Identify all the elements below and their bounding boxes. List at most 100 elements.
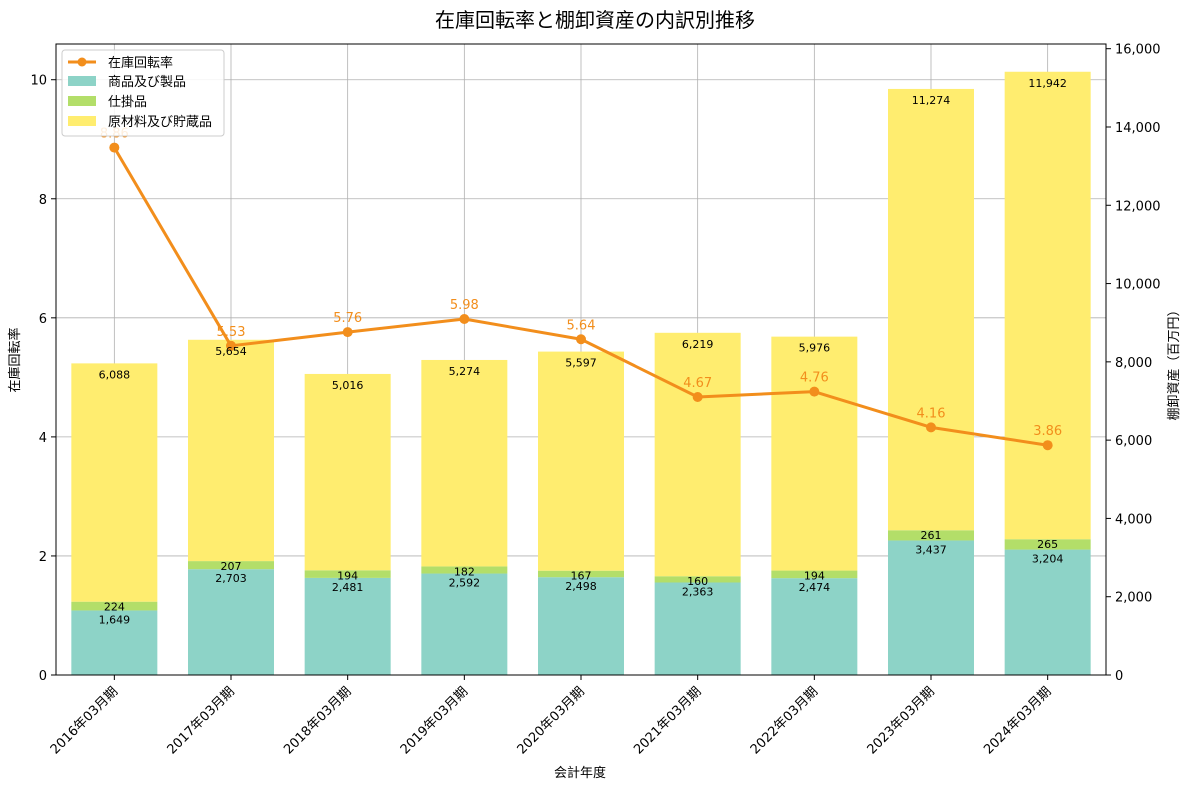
- bar-value-label: 3,204: [1032, 553, 1064, 566]
- bar-segment: [771, 570, 858, 579]
- bar-value-label: 2,363: [682, 586, 714, 599]
- bar-value-label: 6,088: [99, 368, 131, 381]
- y-right-tick-label: 10,000: [1115, 278, 1161, 293]
- bar-segment: [421, 359, 508, 567]
- bar-segment: [304, 373, 391, 571]
- bar-segment: [654, 332, 741, 577]
- bar-value-label: 5,016: [332, 379, 364, 392]
- y-right-tick-label: 12,000: [1115, 199, 1161, 214]
- bar-value-label: 2,703: [215, 572, 247, 585]
- bar-segment: [654, 582, 741, 675]
- legend-label-products: 商品及び製品: [108, 75, 186, 90]
- turnover-point: [226, 340, 236, 351]
- bar-value-label: 2,481: [332, 581, 364, 594]
- x-tick-label: 2021年03月期: [631, 684, 704, 757]
- x-tick-label: 2023年03月期: [865, 684, 938, 757]
- turnover-value-label: 4.16: [917, 406, 946, 421]
- bars: [71, 71, 1091, 675]
- turnover-value-label: 5.98: [450, 298, 479, 313]
- y-left-tick-label: 8: [39, 193, 47, 208]
- turnover-point: [809, 386, 820, 397]
- turnover-value-label: 5.64: [567, 318, 596, 333]
- bar-value-label: 194: [337, 569, 358, 582]
- y-right-tick-label: 8,000: [1115, 356, 1152, 371]
- turnover-point: [342, 327, 353, 338]
- legend-label-wip: 仕掛品: [108, 95, 147, 110]
- bar-value-label: 2,474: [799, 581, 831, 594]
- bar-segment: [71, 363, 158, 602]
- bar-value-label: 6,219: [682, 338, 714, 351]
- bar-value-label: 3,437: [915, 543, 947, 556]
- turnover-point: [576, 334, 586, 345]
- y-right-tick-label: 6,000: [1115, 434, 1152, 449]
- bar-segment: [538, 577, 624, 675]
- turnover-value-label: 5.53: [217, 325, 246, 340]
- legend-swatch-products: [68, 76, 96, 86]
- bar-value-label: 261: [921, 529, 942, 542]
- bar-segment: [304, 570, 391, 578]
- bar-segment: [421, 566, 508, 574]
- legend-label-turnover: 在庫回転率: [108, 55, 173, 71]
- y-axis-left-title: 在庫回転率: [7, 327, 23, 392]
- legend-swatch-wip: [68, 96, 96, 106]
- bar-segment: [71, 610, 158, 675]
- bar-segment: [1004, 71, 1091, 540]
- data-labels: 1,6492246,0882,7032075,6542,4811945,0162…: [99, 77, 1067, 627]
- bar-segment: [188, 561, 274, 570]
- x-tick-label: 2024年03月期: [981, 684, 1054, 757]
- turnover-point: [1042, 440, 1053, 451]
- bar-value-label: 207: [221, 560, 242, 573]
- y-right-tick-label: 16,000: [1115, 43, 1161, 58]
- bar-segment: [888, 540, 974, 675]
- bar-value-label: 265: [1037, 538, 1058, 551]
- y-left-tick-label: 0: [39, 669, 47, 684]
- y-left-tick-label: 10: [30, 74, 47, 89]
- y-left-tick-label: 4: [39, 431, 47, 446]
- legend-line-marker: [77, 57, 87, 67]
- bar-segment: [1004, 539, 1091, 550]
- bar-value-label: 182: [454, 565, 475, 578]
- legend-label-materials: 原材料及び貯蔵品: [108, 115, 212, 130]
- x-tick-label: 2017年03月期: [165, 684, 238, 757]
- bar-value-label: 224: [104, 601, 125, 614]
- bar-segment: [1004, 549, 1091, 675]
- bar-value-label: 5,976: [799, 342, 831, 355]
- bar-value-label: 11,274: [912, 94, 951, 107]
- bar-value-label: 5,654: [215, 345, 247, 358]
- x-tick-label: 2020年03月期: [515, 684, 588, 757]
- y-right-tick-label: 2,000: [1115, 591, 1152, 606]
- turnover-point: [459, 314, 470, 325]
- x-tick-label: 2018年03月期: [281, 684, 354, 757]
- turnover-point: [109, 142, 120, 153]
- y-axis-right-title: 棚卸資産（百万円）: [1166, 303, 1182, 420]
- y-left-tick-label: 2: [39, 550, 47, 565]
- bar-segment: [771, 578, 858, 675]
- bar-segment: [421, 573, 508, 675]
- turnover-value-label: 4.76: [800, 371, 829, 386]
- bar-value-label: 160: [687, 575, 708, 588]
- x-tick-label: 2022年03月期: [748, 684, 821, 757]
- legend-swatch-materials: [68, 116, 96, 126]
- bar-value-label: 5,597: [565, 357, 597, 370]
- bar-value-label: 2,592: [449, 577, 481, 590]
- y-right-tick-label: 0: [1115, 669, 1123, 684]
- bar-segment: [888, 530, 974, 541]
- legend: 在庫回転率 商品及び製品 仕掛品 原材料及び貯蔵品: [61, 49, 225, 137]
- x-tick-label: 2016年03月期: [48, 684, 121, 757]
- y-right-tick-label: 14,000: [1115, 121, 1161, 136]
- x-axis-title: 会計年度: [554, 765, 606, 781]
- chart-title: 在庫回転率と棚卸資産の内訳別推移: [435, 8, 755, 32]
- bar-segment: [771, 336, 858, 571]
- bar-segment: [654, 576, 741, 583]
- x-tick-label: 2019年03月期: [398, 684, 471, 757]
- turnover-value-label: 4.67: [683, 376, 712, 391]
- bar-segment: [71, 601, 158, 611]
- bar-value-label: 1,649: [99, 613, 131, 626]
- bar-segment: [188, 339, 274, 562]
- bar-value-label: 11,942: [1028, 77, 1067, 90]
- turnover-point: [692, 392, 703, 403]
- bar-value-label: 167: [571, 570, 592, 583]
- bar-value-label: 194: [804, 570, 825, 583]
- turnover-value-label: 5.76: [333, 311, 362, 326]
